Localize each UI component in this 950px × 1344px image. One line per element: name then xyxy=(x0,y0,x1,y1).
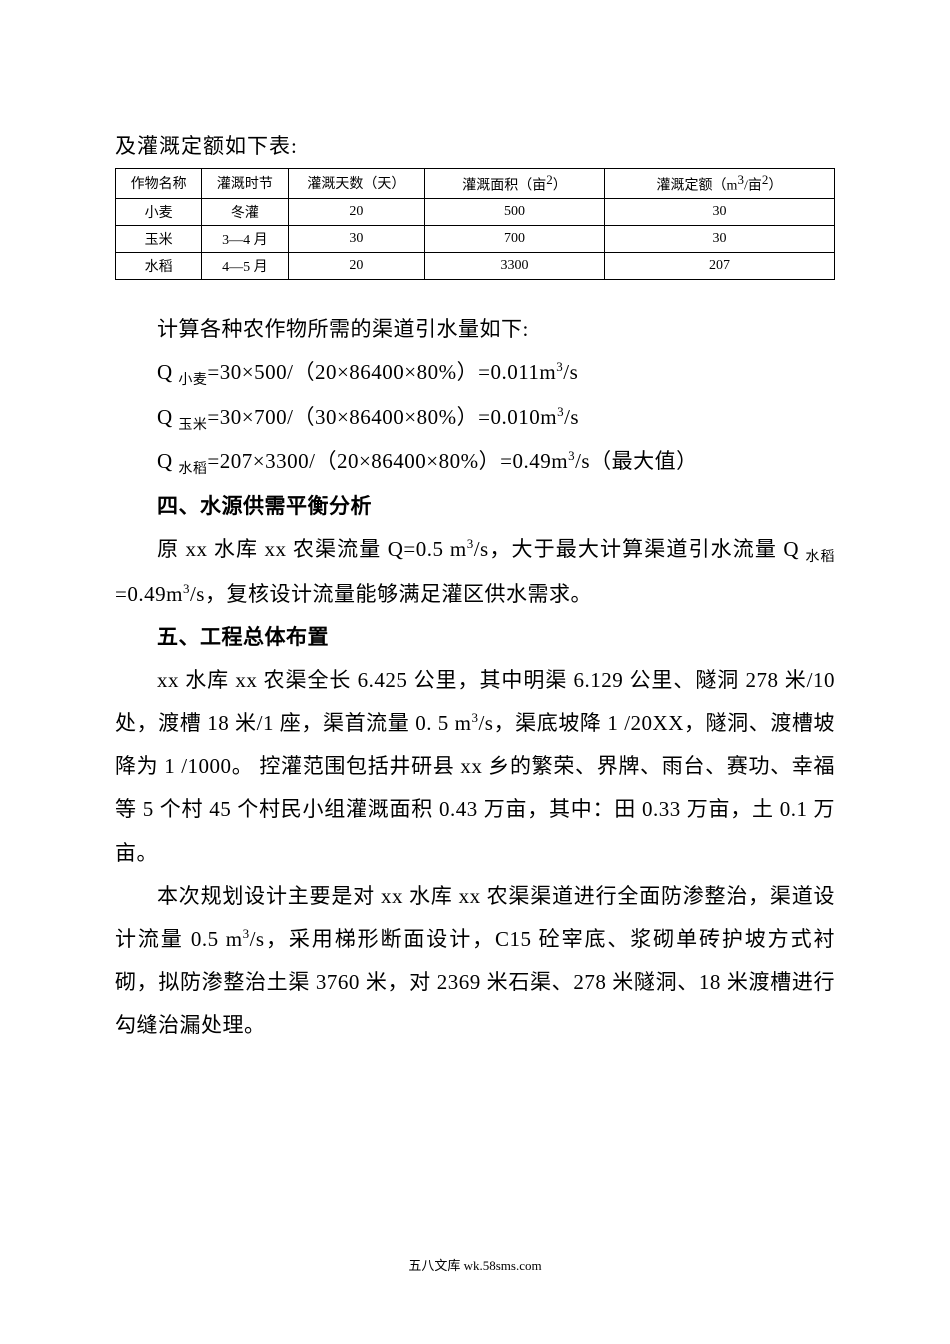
table-row: 玉米 3—4 月 30 700 30 xyxy=(116,225,835,252)
cell-quota: 207 xyxy=(604,252,834,279)
table-intro: 及灌溉定额如下表: xyxy=(115,130,835,160)
section-4-heading: 四、水源供需平衡分析 xyxy=(115,485,835,528)
cell-season: 3—4 月 xyxy=(202,225,288,252)
cell-season: 4—5 月 xyxy=(202,252,288,279)
cell-days: 20 xyxy=(288,198,425,225)
para-4: 原 xx 水库 xx 农渠流量 Q=0.5 m3/s，大于最大计算渠道引水流量 … xyxy=(115,528,835,616)
cell-crop: 水稻 xyxy=(116,252,202,279)
col-days: 灌溉天数（天） xyxy=(288,169,425,199)
cell-days: 20 xyxy=(288,252,425,279)
cell-quota: 30 xyxy=(604,198,834,225)
para-5a: xx 水库 xx 农渠全长 6.425 公里，其中明渠 6.129 公里、隧洞 … xyxy=(115,659,835,874)
cell-area: 3300 xyxy=(425,252,605,279)
cell-area: 700 xyxy=(425,225,605,252)
col-quota: 灌溉定额（m3/亩2） xyxy=(604,169,834,199)
calc-corn: Q 玉米=30×700/（30×86400×80%）=0.010m3/s xyxy=(115,396,835,441)
irrigation-table: 作物名称 灌溉时节 灌溉天数（天） 灌溉面积（亩2） 灌溉定额（m3/亩2） 小… xyxy=(115,168,835,280)
cell-days: 30 xyxy=(288,225,425,252)
cell-quota: 30 xyxy=(604,225,834,252)
calc-rice: Q 水稻=207×3300/（20×86400×80%）=0.49m3/s（最大… xyxy=(115,440,835,485)
col-crop: 作物名称 xyxy=(116,169,202,199)
cell-crop: 小麦 xyxy=(116,198,202,225)
cell-season: 冬灌 xyxy=(202,198,288,225)
cell-crop: 玉米 xyxy=(116,225,202,252)
section-5-heading: 五、工程总体布置 xyxy=(115,616,835,659)
col-area: 灌溉面积（亩2） xyxy=(425,169,605,199)
calc-intro: 计算各种农作物所需的渠道引水量如下: xyxy=(115,308,835,351)
col-season: 灌溉时节 xyxy=(202,169,288,199)
calc-wheat: Q 小麦=30×500/（20×86400×80%）=0.011m3/s xyxy=(115,351,835,396)
table-row: 水稻 4—5 月 20 3300 207 xyxy=(116,252,835,279)
para-5b: 本次规划设计主要是对 xx 水库 xx 农渠渠道进行全面防渗整治，渠道设计流量 … xyxy=(115,875,835,1047)
table-header-row: 作物名称 灌溉时节 灌溉天数（天） 灌溉面积（亩2） 灌溉定额（m3/亩2） xyxy=(116,169,835,199)
table-row: 小麦 冬灌 20 500 30 xyxy=(116,198,835,225)
page-footer: 五八文库 wk.58sms.com xyxy=(0,1255,950,1274)
cell-area: 500 xyxy=(425,198,605,225)
